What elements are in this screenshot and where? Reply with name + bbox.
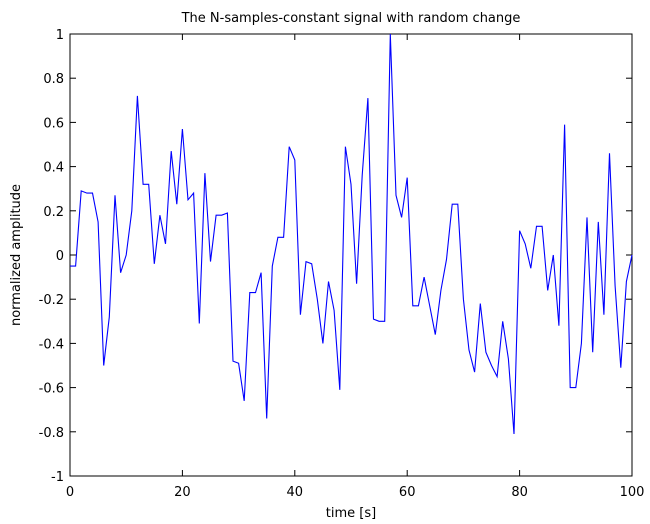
y-tick-label: 0.8 bbox=[43, 72, 64, 87]
y-tick-label: -0.6 bbox=[39, 382, 64, 397]
x-tick-label: 100 bbox=[620, 485, 645, 500]
x-tick-label: 40 bbox=[287, 485, 304, 500]
y-tick-label: 0.4 bbox=[43, 161, 64, 176]
x-axis-label: time [s] bbox=[326, 506, 376, 521]
x-tick-label: 80 bbox=[511, 485, 528, 500]
y-tick-label: 0.6 bbox=[43, 116, 64, 131]
series-line bbox=[70, 33, 633, 435]
y-tick-label: -0.4 bbox=[39, 337, 64, 352]
y-tick-label: 0.2 bbox=[43, 205, 64, 220]
x-tick-label: 0 bbox=[66, 485, 74, 500]
y-tick-label: -0.8 bbox=[39, 426, 64, 441]
y-axis-label: normalized amplitude bbox=[9, 184, 24, 326]
y-tick-label: 0 bbox=[56, 249, 64, 264]
plot-frame bbox=[69, 33, 633, 477]
x-tick-label: 20 bbox=[174, 485, 191, 500]
x-tick-label: 60 bbox=[399, 485, 416, 500]
y-tick-label: -0.2 bbox=[39, 293, 64, 308]
plot-area: 0 20 40 60 80 100 1 0.8 0.6 0.4 0.2 0 -0.2 -0.4 -0.6 -0… bbox=[39, 28, 645, 500]
y-tick-label: 1 bbox=[56, 28, 64, 43]
chart-title: The N-samples-constant signal with rando… bbox=[181, 11, 521, 26]
y-tick-label: -1 bbox=[51, 470, 64, 485]
